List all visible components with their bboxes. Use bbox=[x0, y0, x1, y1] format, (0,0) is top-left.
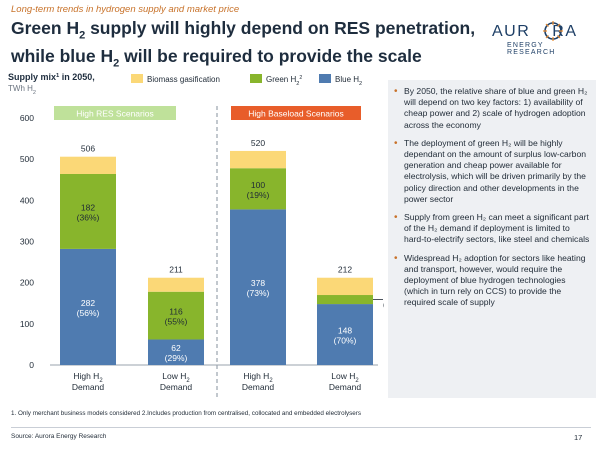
bar-segment bbox=[148, 277, 204, 292]
key-points-panel: By 2050, the relative share of blue and … bbox=[388, 80, 596, 398]
supply-mix-chart: Supply mix1 in 2050, TWh H2 Biomass gasifi… bbox=[6, 68, 405, 398]
x-tick-label: Low H2 bbox=[162, 371, 189, 384]
y-tick-label: 100 bbox=[20, 319, 34, 329]
legend-label: Biomass gasification bbox=[147, 75, 220, 84]
title-text: while blue H bbox=[11, 45, 114, 66]
scenario-group-header bbox=[231, 106, 361, 120]
bar-segment bbox=[60, 248, 116, 365]
title-text: will be required to provide the scale bbox=[119, 45, 422, 66]
page-number: 17 bbox=[574, 433, 583, 442]
bar-segment bbox=[317, 277, 373, 296]
total-label: 520 bbox=[251, 138, 265, 148]
title-subscript: 2 bbox=[79, 29, 86, 42]
logo-word-left: AUR bbox=[492, 23, 531, 40]
key-point: Widespread H₂ adoption for sectors like … bbox=[394, 253, 590, 309]
bar-segment bbox=[148, 339, 204, 365]
data-label: 282 bbox=[81, 298, 95, 308]
total-label: 212 bbox=[338, 265, 352, 275]
data-label: 116 bbox=[169, 307, 183, 317]
bar-segment bbox=[60, 173, 116, 249]
bar-segment bbox=[317, 295, 373, 305]
x-tick-label: Demand bbox=[160, 382, 192, 392]
data-label-pct: (73%) bbox=[247, 288, 270, 298]
bar-segment bbox=[230, 168, 286, 210]
data-label: 62 bbox=[171, 343, 181, 353]
x-tick-label: Demand bbox=[242, 382, 274, 392]
data-label: 182 bbox=[81, 202, 95, 212]
bar-segment bbox=[230, 150, 286, 169]
data-label-pct: (55%) bbox=[165, 317, 188, 327]
x-tick-label: High H2 bbox=[73, 371, 102, 384]
chart-svg: Supply mix1 in 2050, TWh H2 Biomass gasifi… bbox=[8, 72, 405, 398]
scenario-group-label: High Baseload Scenarios bbox=[248, 109, 343, 119]
y-tick-label: 200 bbox=[20, 278, 34, 288]
data-label-pct: (36%) bbox=[77, 212, 100, 222]
x-tick-label: Low H2 bbox=[331, 371, 358, 384]
data-label: 378 bbox=[251, 278, 265, 288]
scenario-group-label: High RES Scenarios bbox=[76, 109, 153, 119]
aurora-logo: AUR RA ENERGY RESEARCH bbox=[490, 20, 592, 56]
scenario-group-header bbox=[54, 106, 176, 120]
total-label: 506 bbox=[81, 144, 95, 154]
data-label-pct: (11%) bbox=[383, 300, 384, 310]
slide-title: Green H2 supply will highly depend on RE… bbox=[11, 18, 481, 73]
y-tick-label: 600 bbox=[20, 113, 34, 123]
data-label-pct: (70%) bbox=[334, 336, 357, 346]
legend-label: Green H22 bbox=[266, 75, 302, 87]
y-tick-label: 300 bbox=[20, 237, 34, 247]
data-label-pct: (29%) bbox=[165, 353, 188, 363]
title-subscript: 2 bbox=[113, 57, 120, 69]
source-note: Source: Aurora Energy Research bbox=[11, 433, 107, 440]
footnote: 1. Only merchant business models conside… bbox=[11, 410, 362, 417]
key-point: By 2050, the relative share of blue and … bbox=[394, 86, 590, 131]
data-label-pct: (19%) bbox=[247, 190, 270, 200]
bar-segment bbox=[230, 209, 286, 365]
y-axis-unit: TWh H2 bbox=[8, 84, 36, 96]
x-tick-label: High H2 bbox=[243, 371, 272, 384]
data-label: 148 bbox=[338, 326, 352, 336]
bar-segment bbox=[60, 156, 116, 174]
title-text: Green H bbox=[11, 18, 80, 38]
legend-swatch bbox=[250, 74, 262, 83]
title-text: supply will highly depend on RES penetra… bbox=[85, 18, 476, 38]
y-tick-label: 500 bbox=[20, 154, 34, 164]
legend-swatch bbox=[319, 74, 331, 83]
data-label-pct: (56%) bbox=[77, 308, 100, 318]
y-axis-title: Supply mix1 in 2050, bbox=[8, 72, 95, 82]
bar-segment bbox=[317, 304, 373, 365]
logo-tagline: ENERGY RESEARCH bbox=[507, 42, 556, 56]
section-kicker: Long-term trends in hydrogen supply and … bbox=[11, 4, 240, 15]
y-tick-label: 0 bbox=[29, 360, 34, 370]
bar-segment bbox=[148, 291, 204, 340]
legend-label: Blue H2 bbox=[335, 75, 362, 87]
y-tick-label: 400 bbox=[20, 195, 34, 205]
x-tick-label: Demand bbox=[72, 382, 104, 392]
total-label: 211 bbox=[169, 265, 183, 275]
key-point: Supply from green H₂ can meet a signific… bbox=[394, 212, 590, 246]
data-label: 100 bbox=[251, 180, 265, 190]
x-tick-label: Demand bbox=[329, 382, 361, 392]
key-point: The deployment of green H₂ will be highl… bbox=[394, 138, 590, 205]
legend-swatch bbox=[131, 74, 143, 83]
aurora-star-icon bbox=[543, 21, 563, 41]
footer-divider bbox=[11, 427, 591, 428]
